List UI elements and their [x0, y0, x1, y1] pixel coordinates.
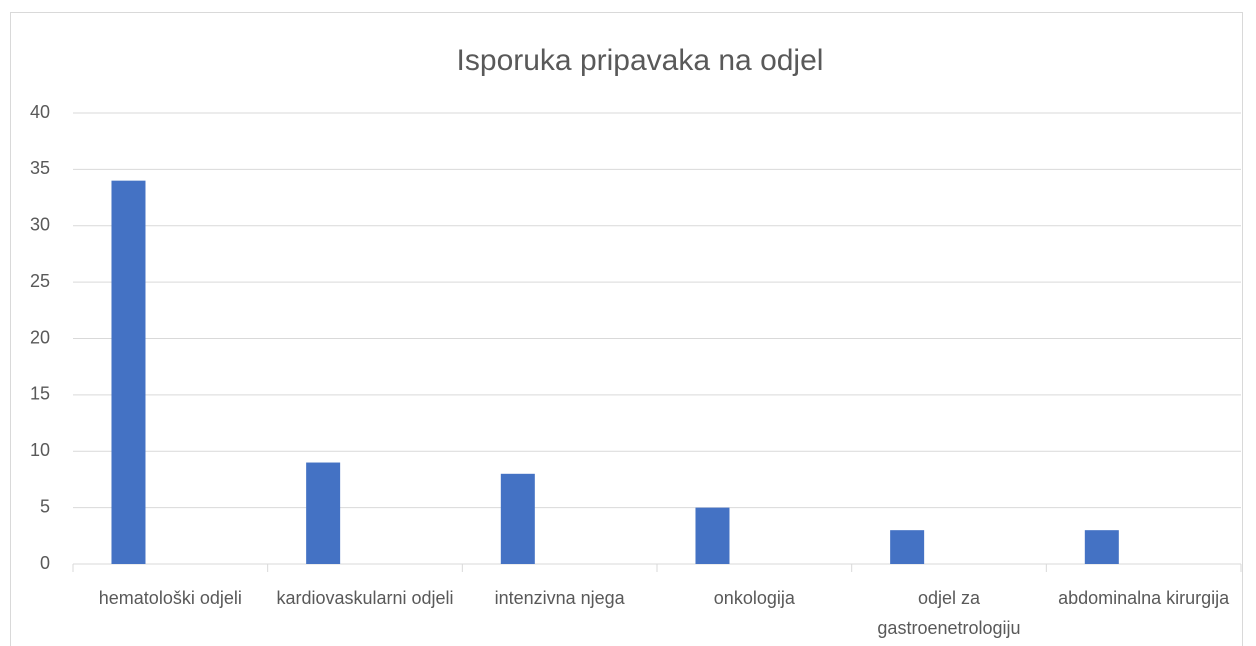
y-tick-label: 25 [30, 271, 50, 291]
y-tick-label: 15 [30, 384, 50, 404]
y-tick-label: 10 [30, 440, 50, 460]
y-tick-label: 5 [40, 496, 50, 516]
y-tick-label: 40 [30, 102, 50, 122]
y-tick-label: 30 [30, 215, 50, 235]
y-tick-label: 0 [40, 553, 50, 573]
x-tick-label: intenzivna njega [494, 588, 625, 608]
bar [306, 462, 341, 564]
bar [890, 530, 925, 564]
x-tick-label: abdominalna kirurgija [1058, 588, 1230, 608]
bar [695, 507, 730, 564]
bar [111, 180, 146, 564]
x-tick-label: onkologija [713, 588, 795, 608]
chart-border [10, 12, 1243, 646]
y-tick-label: 35 [30, 158, 50, 178]
x-tick-label: odjel za gastroenetrologiju [877, 588, 1021, 638]
x-tick-label: kardiovaskularni odjeli [276, 588, 454, 608]
chart-title: Isporuka pripavaka na odjel [457, 44, 824, 77]
y-tick-label: 20 [30, 327, 50, 347]
bar [1084, 530, 1119, 564]
bar [500, 473, 535, 564]
x-tick-label: hematološki odjeli [98, 588, 242, 608]
